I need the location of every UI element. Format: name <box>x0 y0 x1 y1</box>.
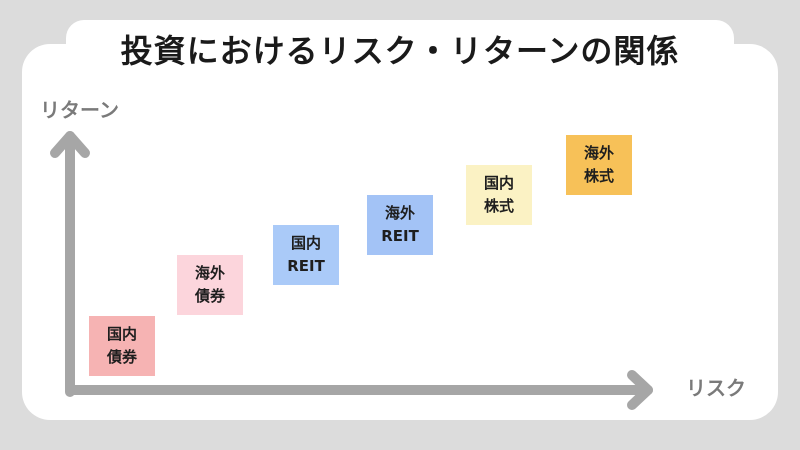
asset-box-foreign-reit: 海外 REIT <box>367 195 433 255</box>
asset-box-foreign-bonds: 海外 債券 <box>177 255 243 315</box>
x-axis-arrowhead <box>627 370 653 410</box>
diagram-title: 投資におけるリスク・リターンの関係 <box>120 32 680 70</box>
asset-line1: 国内 <box>106 325 137 343</box>
asset-line2: REIT <box>381 227 419 245</box>
asset-line2: 債券 <box>106 348 137 366</box>
asset-box-domestic-stocks: 国内 株式 <box>466 165 532 225</box>
asset-line1: 海外 <box>194 264 225 282</box>
asset-line1: 海外 <box>384 204 415 222</box>
asset-line2: REIT <box>287 257 325 275</box>
asset-line2: 株式 <box>483 197 514 215</box>
asset-box-domestic-bonds: 国内 債券 <box>89 316 155 376</box>
y-axis-label: リターン <box>40 98 119 122</box>
asset-line1: 国内 <box>290 234 321 252</box>
y-axis-arrowhead <box>50 131 90 158</box>
asset-box-domestic-reit: 国内 REIT <box>273 225 339 285</box>
asset-line2: 株式 <box>583 167 614 185</box>
asset-line2: 債券 <box>194 287 225 305</box>
title-banner: 投資におけるリスク・リターンの関係 <box>66 20 734 78</box>
asset-line1: 国内 <box>483 174 514 192</box>
asset-line1: 海外 <box>583 144 614 162</box>
x-axis-label: リスク <box>686 376 746 400</box>
asset-box-foreign-stocks: 海外 株式 <box>566 135 632 195</box>
